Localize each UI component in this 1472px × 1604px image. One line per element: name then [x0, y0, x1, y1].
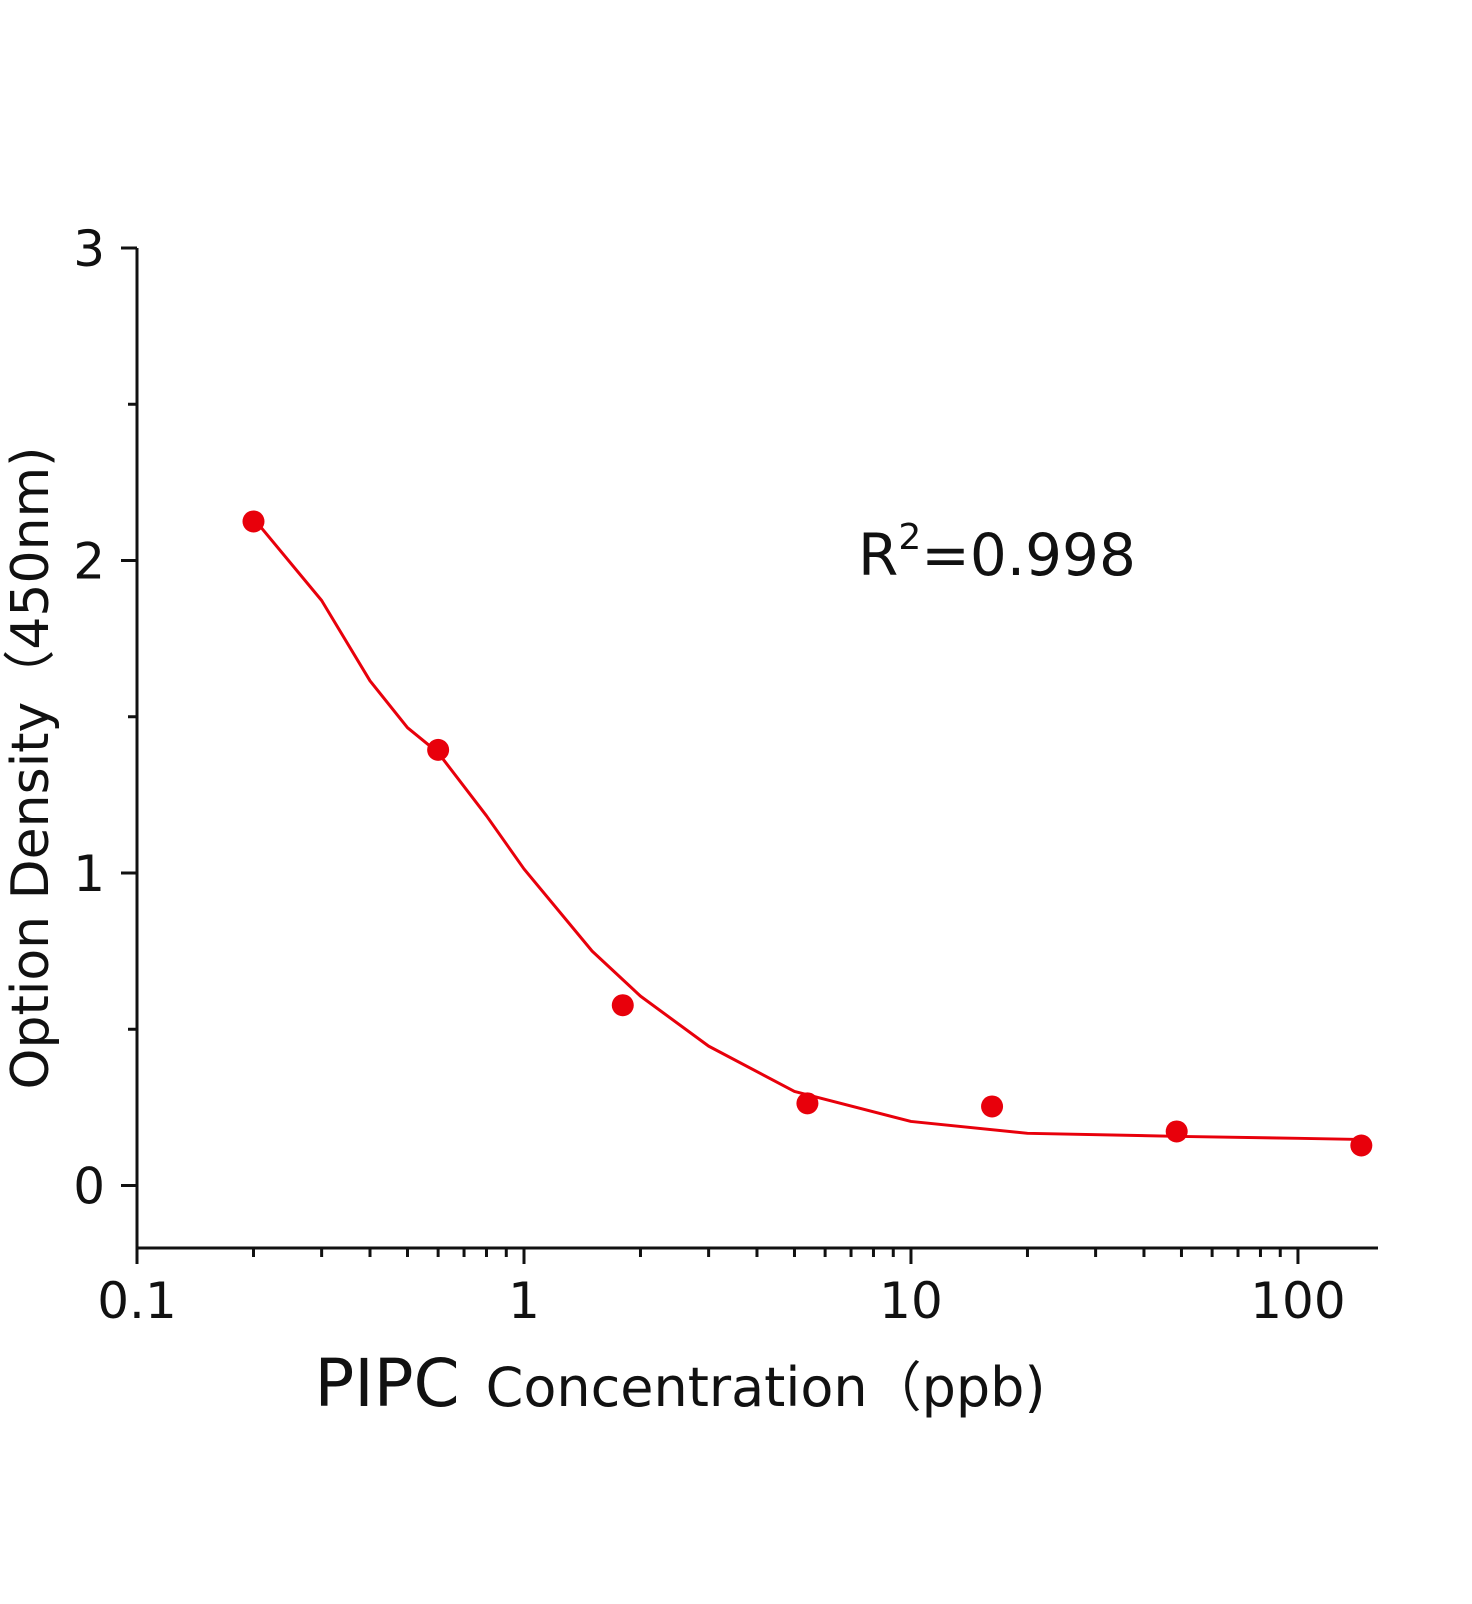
- annotation-text: =0.998: [921, 521, 1136, 589]
- y-tick-label: 3: [73, 220, 105, 278]
- data-point: [242, 510, 265, 533]
- x-axis-label: PIPC Concentration（ppb): [314, 1345, 1045, 1422]
- y-tick-label: 2: [73, 533, 105, 591]
- x-axis-label-part: Concentration（ppb): [486, 1356, 1046, 1419]
- data-point: [981, 1095, 1004, 1118]
- y-tick-label: 0: [73, 1158, 105, 1216]
- y-tick-label: 1: [73, 845, 105, 903]
- data-point: [1165, 1120, 1188, 1143]
- y-axis-label: Option Density（450nm): [1, 447, 61, 1090]
- x-tick-label: 10: [879, 1272, 943, 1330]
- x-tick-label: 100: [1250, 1272, 1345, 1330]
- data-point: [427, 738, 450, 761]
- annotation: R2=0.998: [858, 517, 1136, 589]
- fit-curve: [252, 517, 1367, 1142]
- x-axis-label-part: PIPC: [314, 1345, 459, 1422]
- x-tick-label: 1: [508, 1272, 540, 1330]
- annotation-sup: 2: [898, 517, 921, 558]
- annotation-base: R: [858, 521, 898, 589]
- data-point: [1350, 1134, 1373, 1157]
- data-point: [611, 994, 634, 1017]
- x-tick-label: 0.1: [97, 1272, 177, 1330]
- data-point: [796, 1092, 819, 1115]
